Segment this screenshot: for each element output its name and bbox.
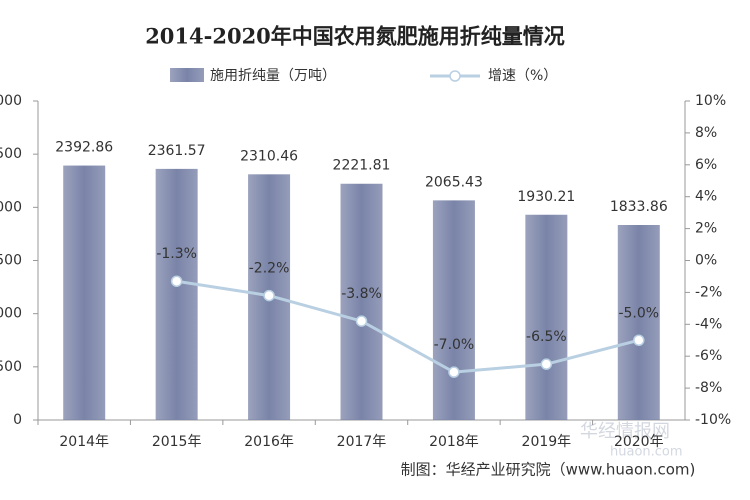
- legend-marker: [449, 70, 461, 82]
- legend-label: 增速（%）: [488, 68, 557, 84]
- x-tick-label: 2015年: [152, 434, 202, 450]
- x-tick-label: 2019年: [522, 434, 572, 450]
- bar: [63, 165, 106, 420]
- y-tick-label: 1000: [0, 306, 22, 322]
- line-label: -5.0%: [618, 305, 659, 321]
- watermark: 华经情报网: [580, 421, 670, 442]
- chart-title: 2014-2020年中国农用氮肥施用折纯量情况: [145, 24, 565, 49]
- y2-tick-label: -2%: [695, 284, 722, 300]
- bar-label: 2361.57: [148, 143, 206, 159]
- bar: [155, 168, 198, 420]
- y2-tick-label: -8%: [695, 380, 722, 396]
- y2-tick-label: 0%: [695, 253, 717, 269]
- line-label: -1.3%: [156, 246, 197, 262]
- watermark: huaon.com: [610, 445, 683, 460]
- y-tick-label: 3000: [0, 93, 22, 109]
- bar: [432, 200, 475, 420]
- y-tick-label: 0: [13, 412, 22, 428]
- line-marker: [355, 315, 368, 327]
- x-tick-label: 2016年: [244, 434, 294, 450]
- y2-tick-label: 6%: [695, 157, 717, 173]
- y2-tick-label: 2%: [695, 221, 717, 237]
- bar-label: 1930.21: [517, 189, 575, 205]
- y-tick-label: 1500: [0, 253, 22, 269]
- x-tick-label: 2017年: [337, 434, 387, 450]
- y2-tick-label: -10%: [695, 412, 731, 428]
- line: [176, 279, 640, 374]
- y2-tick-label: 8%: [695, 125, 717, 141]
- line-label: -2.2%: [249, 261, 290, 277]
- legend-swatch: [170, 68, 204, 82]
- bar: [525, 214, 568, 420]
- line-marker: [633, 334, 645, 346]
- y-tick-label: 2500: [0, 146, 22, 162]
- line-label: -7.0%: [434, 337, 475, 353]
- bar: [340, 183, 383, 420]
- bar-label: 2392.86: [55, 140, 113, 156]
- bar-label: 2065.43: [425, 174, 483, 190]
- x-tick-label: 2018年: [429, 434, 479, 450]
- line-marker: [448, 366, 460, 378]
- source: 制图：华经产业研究院（www.huaon.com): [401, 461, 696, 479]
- y-tick-label: 2000: [0, 199, 22, 215]
- x-tick-label: 2020年: [614, 434, 664, 450]
- bar-label: 2310.46: [240, 148, 298, 164]
- y-tick-label: 500: [0, 359, 22, 375]
- bar-label: 1833.86: [610, 199, 668, 215]
- line-label: -6.5%: [526, 329, 567, 345]
- legend-label: 施用折纯量（万吨）: [210, 68, 336, 84]
- x-tick-label: 2014年: [59, 434, 109, 450]
- y2-tick-label: -6%: [695, 348, 722, 364]
- line-marker: [540, 358, 553, 370]
- line-marker: [263, 289, 275, 302]
- y2-tick-label: 4%: [695, 189, 717, 205]
- y2-tick-label: 10%: [695, 93, 726, 109]
- line-label: -3.8%: [341, 286, 382, 302]
- bar: [617, 224, 660, 420]
- line-marker: [170, 275, 183, 287]
- bar-label: 2221.81: [333, 158, 391, 174]
- y2-tick-label: -4%: [695, 316, 722, 332]
